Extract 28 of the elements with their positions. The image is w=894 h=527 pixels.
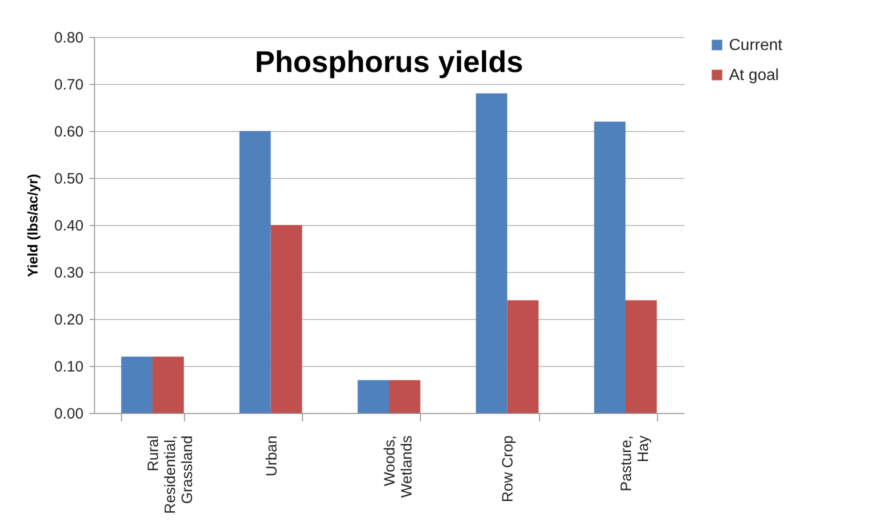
- legend-label: Current: [729, 37, 783, 54]
- y-tick-label: 0.10: [54, 358, 84, 376]
- y-tick-label: 0.00: [54, 406, 84, 422]
- bar: [358, 380, 389, 413]
- bar: [152, 356, 184, 413]
- x-tick-label: Woods, Wetlands: [382, 436, 416, 498]
- chart-title: Phosphorus yields: [254, 46, 524, 79]
- y-tick-label: 0.80: [54, 30, 84, 46]
- bar: [594, 122, 626, 413]
- bar: [389, 380, 420, 413]
- y-tick-label: 0.20: [54, 312, 84, 328]
- bar: [239, 131, 271, 413]
- y-tick-label: 0.30: [54, 264, 84, 282]
- y-axis-title: Yield (lbs/ac/yr): [24, 174, 40, 277]
- bar: [121, 356, 153, 413]
- y-tick-label: 0.50: [54, 170, 84, 188]
- x-tick-label: Pasture, Hay: [618, 435, 652, 492]
- x-tick-label: Urban: [263, 436, 280, 476]
- x-tick-label: Row Crop: [500, 436, 517, 502]
- legend-label: At goal: [729, 67, 779, 84]
- y-tick-label: 0.60: [54, 124, 84, 140]
- bar: [476, 93, 508, 413]
- bar: [270, 225, 302, 413]
- bar: [507, 300, 539, 413]
- y-tick-label: 0.40: [54, 218, 84, 234]
- x-tick-label: Rural Residential, Grassland: [145, 436, 196, 514]
- bar: [625, 300, 657, 413]
- y-tick-label: 0.70: [54, 76, 84, 94]
